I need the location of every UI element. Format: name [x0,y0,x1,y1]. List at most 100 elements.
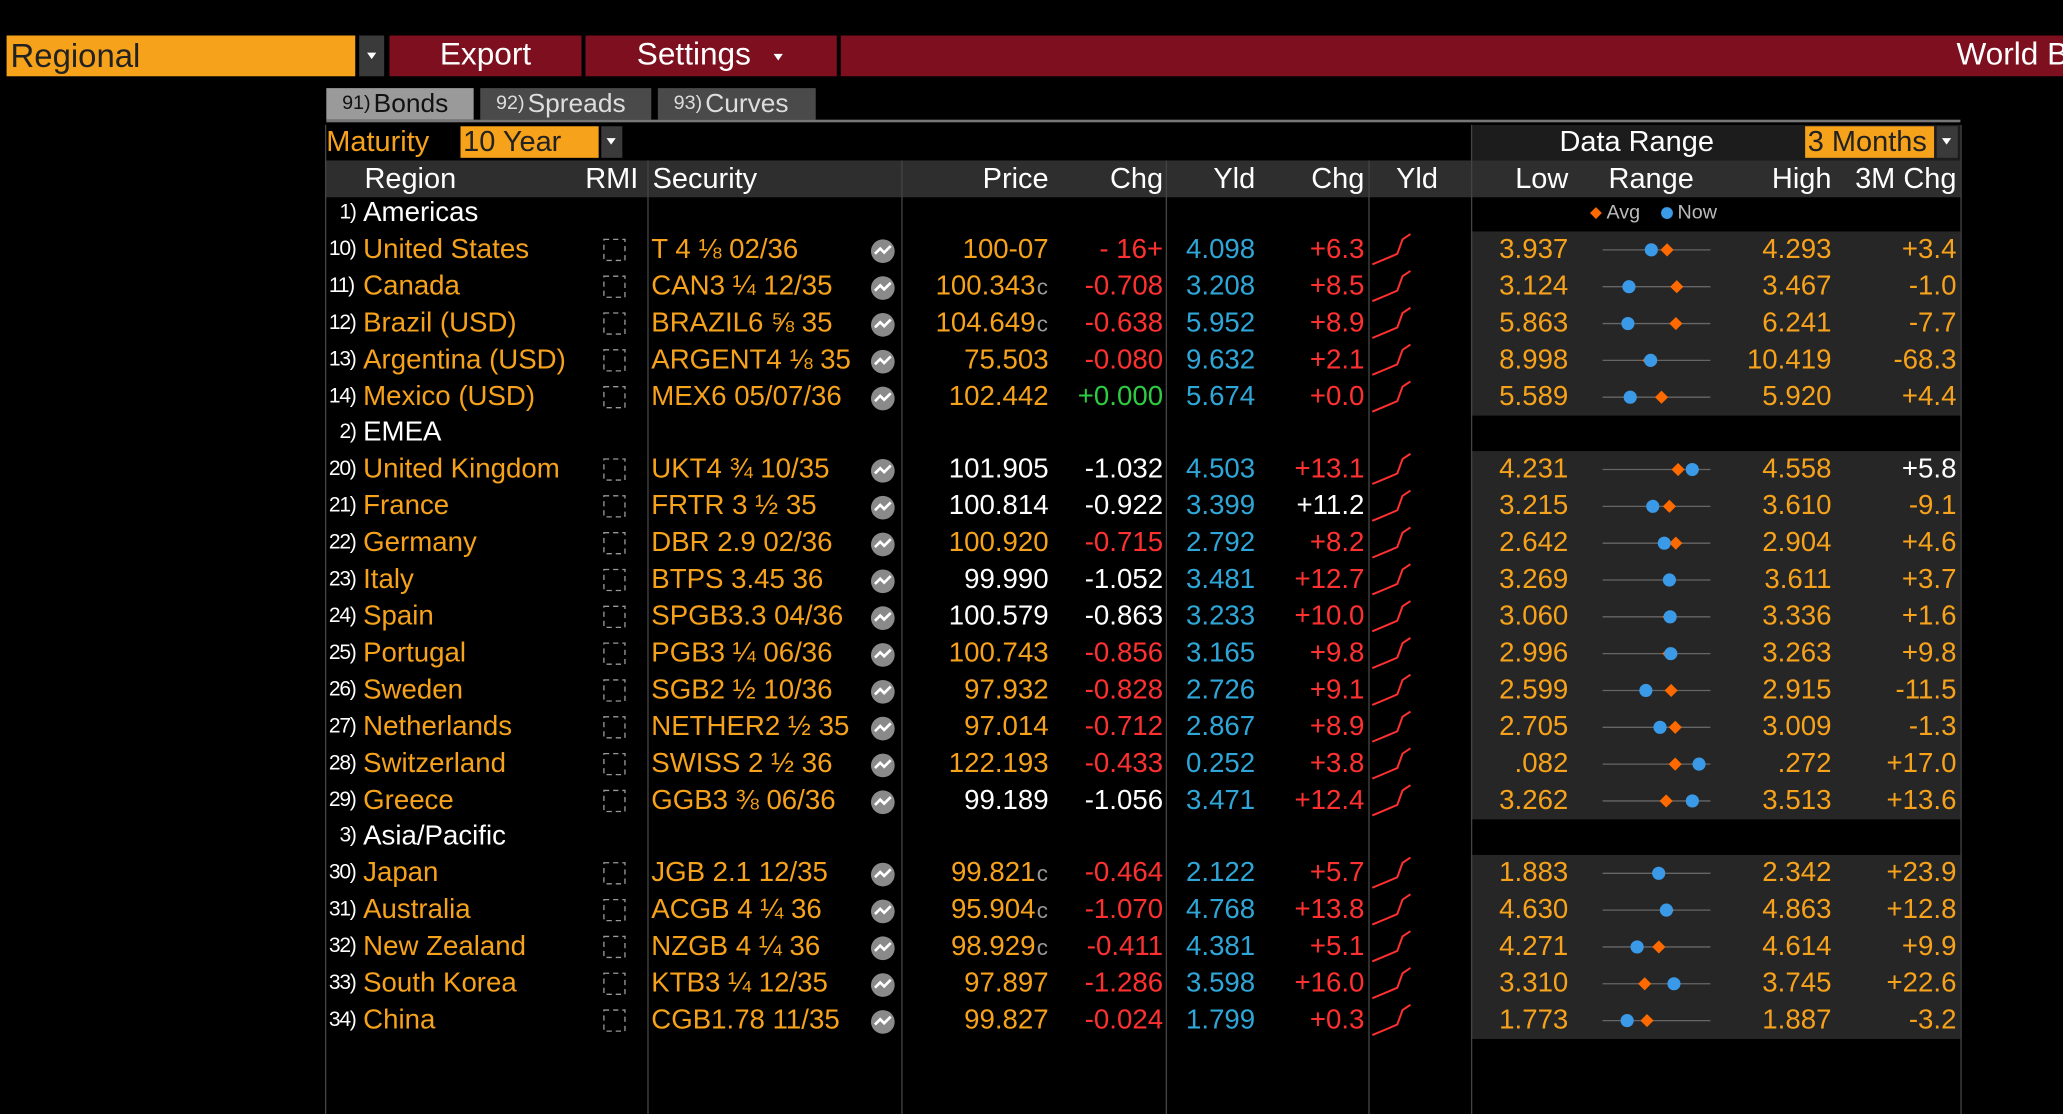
rmi-icon [603,495,626,518]
change-3m: +3.4 [1901,234,1957,265]
rmi-icon [603,312,626,335]
price-change: -0.638 [1084,307,1164,339]
chart-icon-line [874,722,892,733]
export-button[interactable]: Export [439,36,532,73]
avg-marker [1590,207,1602,219]
group-number: 1) [339,201,356,224]
rmi-icon [603,716,626,739]
tab[interactable] [326,88,474,120]
chart-icon-line [874,759,892,770]
avg-marker [1652,940,1666,954]
row-number: 30) [328,861,357,884]
row-number: 27) [328,715,357,738]
now-marker [1644,243,1658,257]
arrow [606,138,616,145]
rmi-icon [603,531,626,555]
change-3m: +4.6 [1901,527,1957,558]
chart-icon-line [874,648,892,659]
row-number: 11) [328,274,355,298]
avg-marker [1659,794,1673,808]
maturity-dropdown[interactable] [460,126,599,158]
high: 3.009 [1762,711,1832,742]
chart-icon-line [874,868,892,879]
change-3m: +4.4 [1901,381,1957,412]
price-change: -0.411 [1086,931,1164,962]
high: 4.558 [1762,453,1832,484]
high: 3.513 [1762,785,1832,816]
column-header: Region [364,161,457,195]
region-name: United Kingdom [363,453,560,484]
range-dropdown[interactable] [1805,126,1935,158]
now-marker [1620,1014,1634,1028]
group-number: 2) [339,420,356,444]
yield-change: +5.7 [1309,857,1365,888]
region-name: Netherlands [363,711,513,742]
price-change: -0.922 [1084,490,1164,521]
change-3m: -68.3 [1893,344,1957,375]
price: 104.649 [935,307,1036,339]
low: 5.863 [1499,307,1569,339]
tab-label: Spreads [527,89,626,119]
column-header: Yld [1396,161,1438,195]
now-marker [1630,940,1644,954]
yield-change: +8.9 [1309,307,1365,339]
group-name: Americas [363,197,479,228]
low: 3.262 [1499,785,1569,816]
menu-dropdown[interactable] [6,35,356,77]
price-change: -1.056 [1084,785,1164,816]
high: 6.241 [1762,307,1832,339]
yield-sparkline [1371,856,1411,889]
region-name: United States [363,234,530,265]
yield: 1.799 [1186,1004,1256,1036]
yield: 4.098 [1186,234,1256,265]
price: 97.932 [964,674,1049,705]
column-header: Low [1515,161,1569,195]
rmi-icon [603,568,626,592]
security: MEX6 05/07/36 [651,381,842,412]
yield-change: +8.5 [1309,270,1365,302]
price: 100-07 [962,234,1049,265]
now-marker [1653,720,1667,734]
chart-icon-line [874,464,892,475]
chart-icon-line [874,355,892,366]
security: ACGB 4 ¼ 36 [651,894,822,925]
price-change: -1.032 [1084,453,1164,484]
yield-change: +13.1 [1294,453,1365,484]
price: 102.442 [948,381,1049,412]
column-header: High [1771,161,1832,195]
region-name: Argentina (USD) [363,344,566,375]
change-3m: -11.5 [1895,674,1957,705]
high: 3.467 [1762,270,1832,302]
security: UKT4 ¾ 10/35 [651,453,830,484]
yield-sparkline [1371,600,1411,633]
security: CAN3 ¼ 12/35 [651,270,833,302]
security: SWISS 2 ½ 36 [651,748,833,779]
tab-number: 92) [496,92,525,115]
low: 8.998 [1499,344,1569,375]
region-name: Sweden [363,674,463,705]
avg-marker [1669,536,1683,550]
yield-sparkline [1371,893,1411,926]
row-number: 24) [328,604,357,628]
tab[interactable] [480,88,652,120]
price-suffix: c [1036,898,1048,924]
arrow [367,52,377,60]
row-number: 12) [328,311,357,335]
price-change: -0.715 [1084,527,1164,558]
yield: 2.122 [1186,857,1256,888]
yield-sparkline [1371,452,1411,485]
security: FRTR 3 ½ 35 [651,490,817,521]
tab[interactable] [657,88,816,120]
column-header: Chg [1311,161,1365,195]
price-change: -0.863 [1084,601,1164,632]
rmi-icon [603,972,626,995]
region-name: Switzerland [363,748,506,779]
legend-avg: Avg [1606,201,1641,224]
rmi-icon [603,275,626,298]
yield-change: +12.7 [1294,564,1365,595]
low: 3.215 [1499,490,1569,521]
row-number: 26) [328,678,357,702]
now-marker [1664,647,1678,661]
row-number: 28) [328,752,357,775]
settings-button[interactable]: Settings [636,36,751,73]
